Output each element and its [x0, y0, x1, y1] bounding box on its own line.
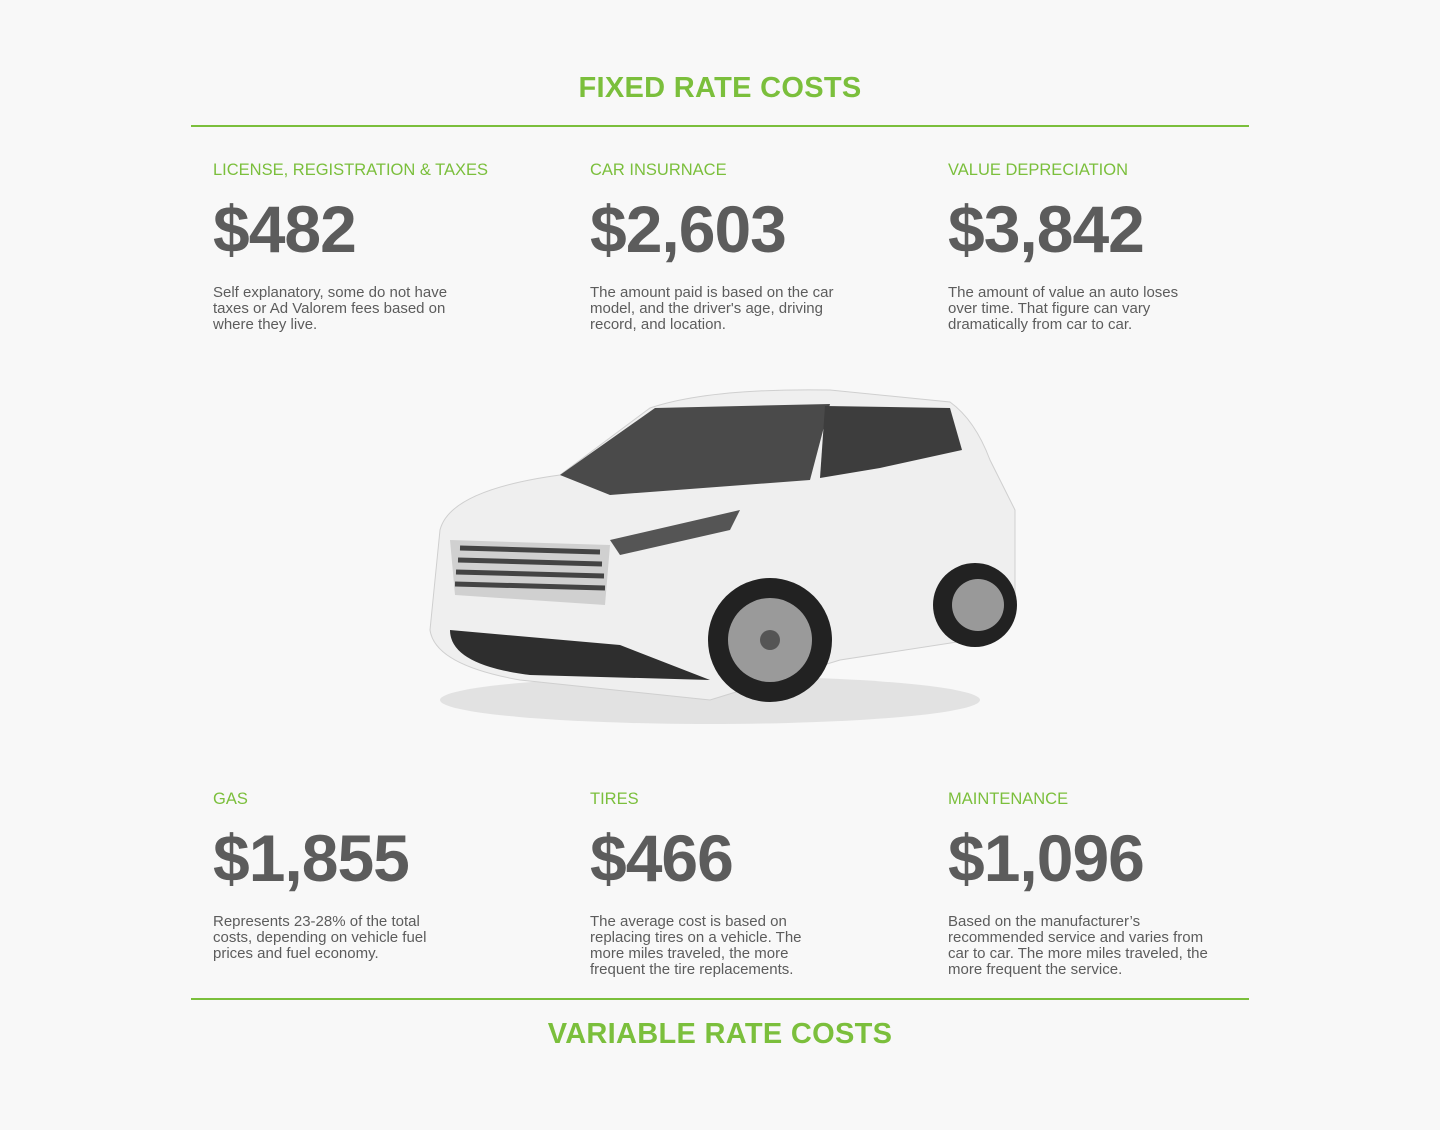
- suv-image: [429, 389, 1017, 724]
- cost-amount: $482: [213, 192, 357, 266]
- cost-item-depreciation: VALUE DEPRECIATION $3,842 The amount of …: [948, 160, 1268, 333]
- cost-label: LICENSE, REGISTRATION & TAXES: [213, 161, 489, 179]
- cost-description: Based on the manufacturer’s recommended …: [948, 913, 1208, 978]
- cost-amount: $3,842: [948, 192, 1145, 266]
- cost-description: Self explanatory, some do not have taxes…: [213, 284, 448, 333]
- cost-description: Represents 23-28% of the total costs, de…: [213, 913, 427, 962]
- cost-label: TIRES: [590, 790, 639, 808]
- cost-amount: $1,855: [213, 821, 410, 895]
- divider-bottom: [191, 998, 1249, 1000]
- cost-label: GAS: [213, 790, 248, 808]
- cost-description: The average cost is based on replacing t…: [590, 913, 802, 978]
- cost-amount: $466: [590, 821, 734, 895]
- divider-top: [191, 125, 1249, 127]
- cost-label: CAR INSURNACE: [590, 161, 727, 179]
- cost-item-tires: TIRES $466 The average cost is based on …: [590, 789, 910, 978]
- cost-description: The amount paid is based on the car mode…: [590, 284, 834, 333]
- cost-item-maintenance: MAINTENANCE $1,096 Based on the manufact…: [948, 789, 1268, 978]
- cost-amount: $2,603: [590, 192, 787, 266]
- variable-rate-costs-title: VARIABLE RATE COSTS: [547, 1018, 893, 1050]
- cost-label: MAINTENANCE: [948, 790, 1069, 808]
- cost-description: The amount of value an auto loses over t…: [948, 284, 1179, 333]
- fixed-rate-costs-title: FIXED RATE COSTS: [578, 72, 862, 104]
- cost-amount: $1,096: [948, 821, 1145, 895]
- cost-item-license: LICENSE, REGISTRATION & TAXES $482 Self …: [213, 160, 533, 333]
- cost-item-insurance: CAR INSURNACE $2,603 The amount paid is …: [590, 160, 910, 333]
- cost-item-gas: GAS $1,855 Represents 23-28% of the tota…: [213, 789, 533, 962]
- cost-label: VALUE DEPRECIATION: [948, 161, 1129, 179]
